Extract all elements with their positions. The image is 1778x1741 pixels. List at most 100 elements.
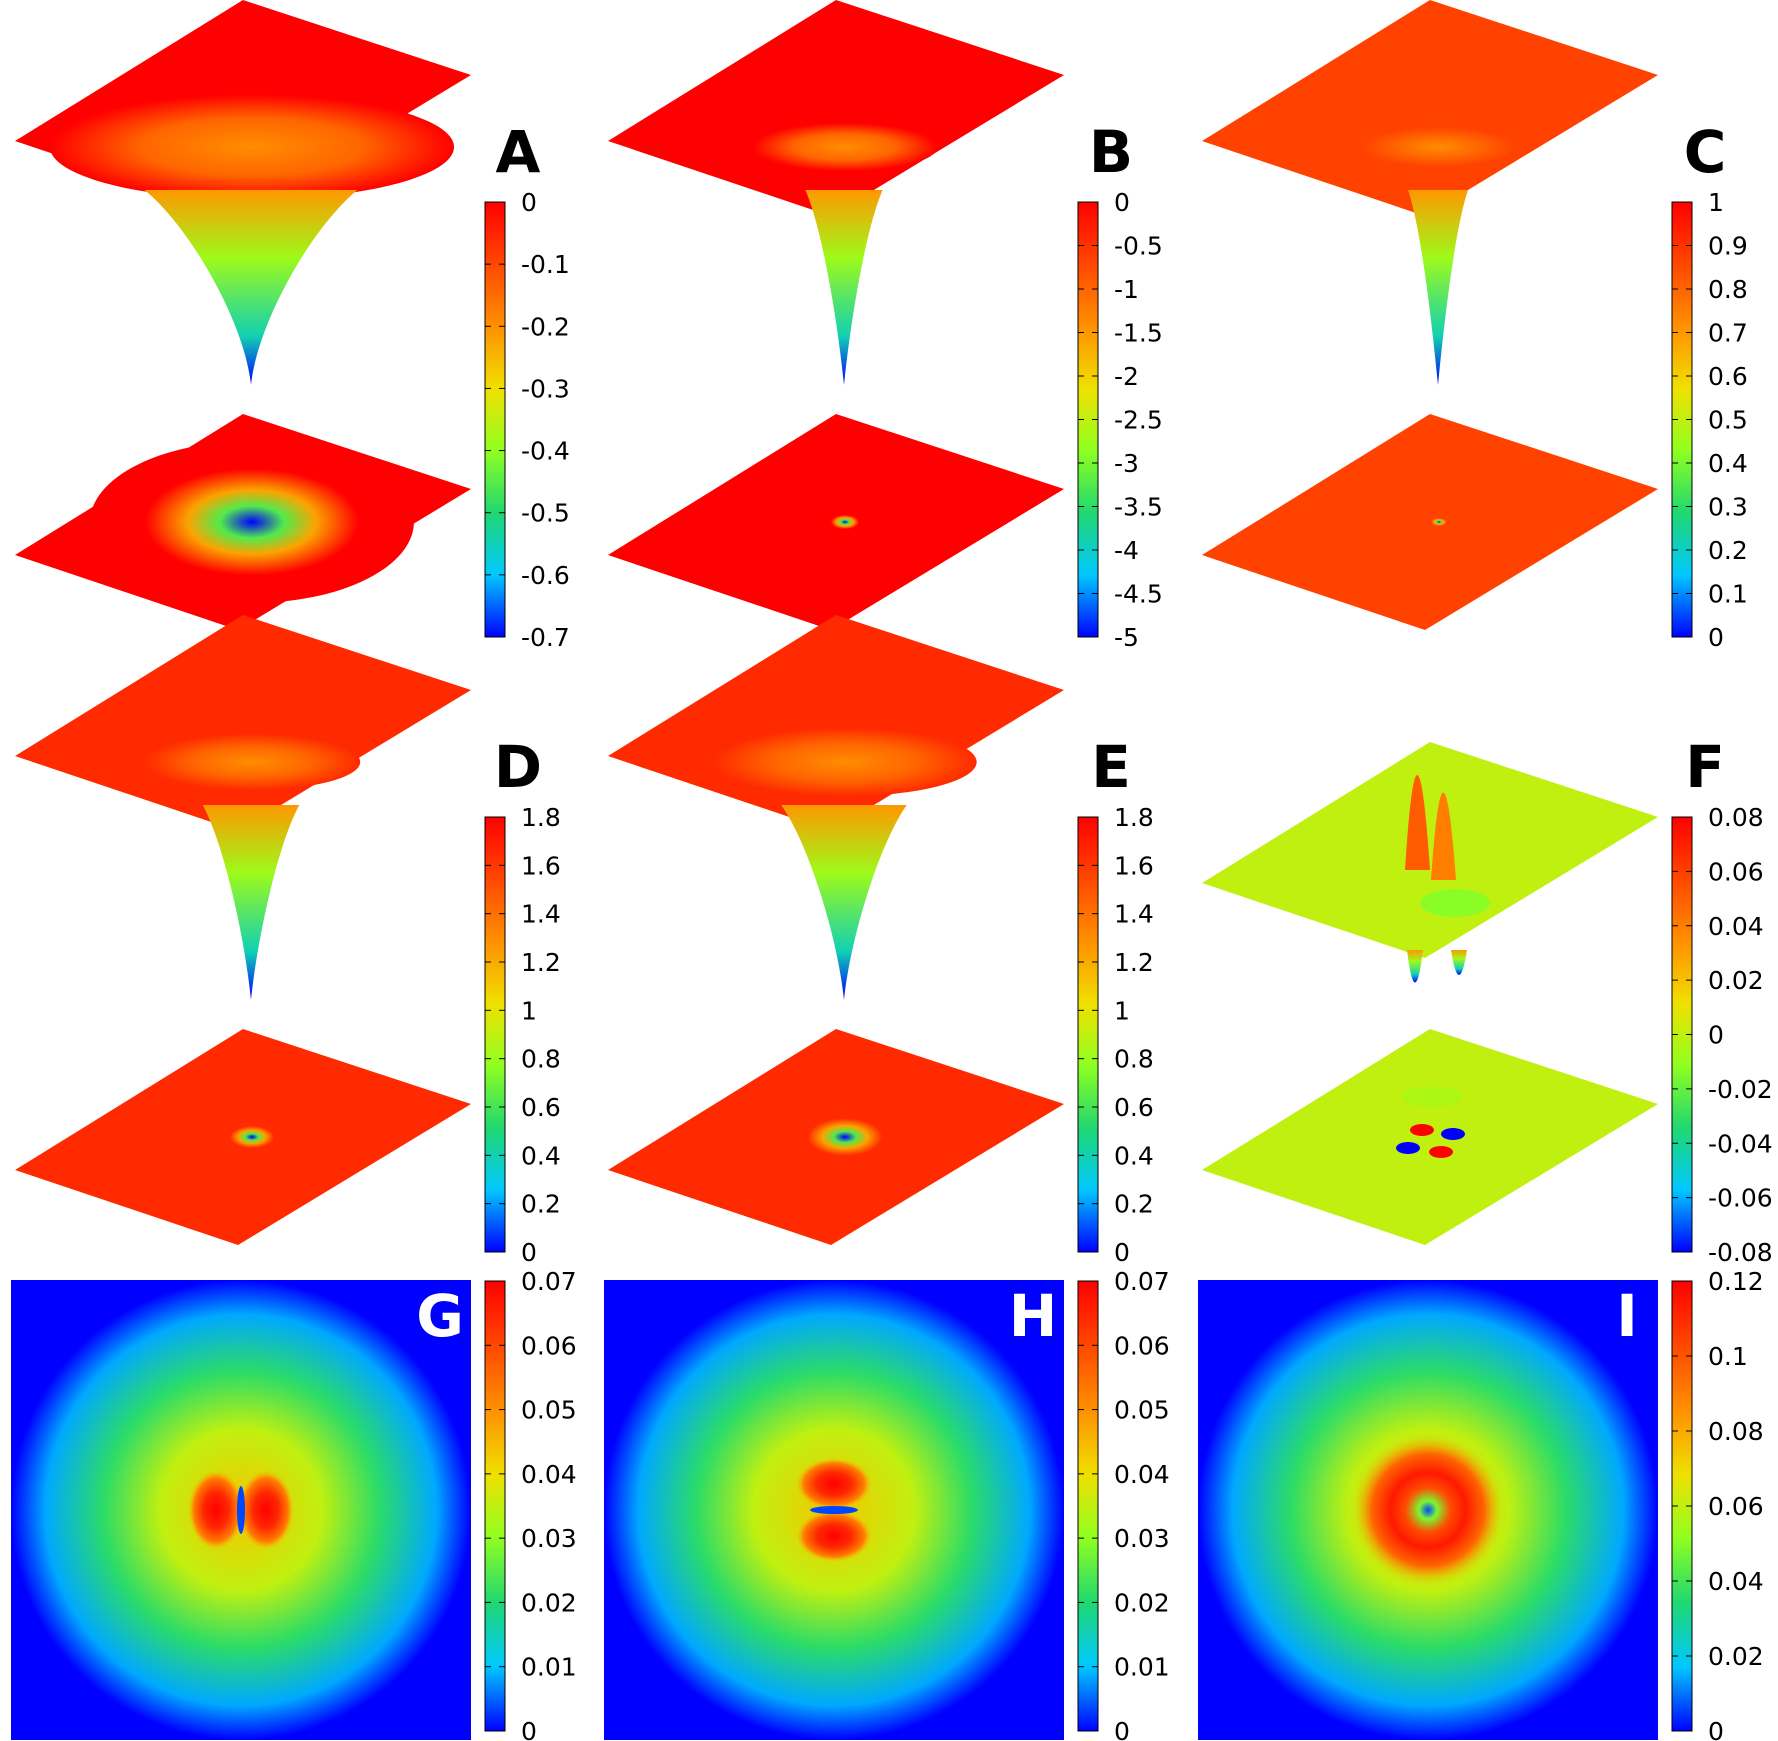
map-well-spot bbox=[1394, 499, 1484, 545]
panel-i bbox=[1198, 1280, 1658, 1740]
colorbar-tick-label: -0.08 bbox=[1708, 1238, 1773, 1267]
map-extremum-spot bbox=[1396, 1142, 1420, 1154]
projected-map bbox=[1202, 1029, 1658, 1245]
colorbar-tick-label: 1.8 bbox=[1114, 803, 1154, 832]
panel-label-b: B bbox=[1089, 118, 1133, 186]
colorbar-tick-label: -5 bbox=[1114, 623, 1139, 652]
colorbar-tick-label: 0.08 bbox=[1708, 803, 1764, 832]
map-well-spot bbox=[749, 1089, 941, 1185]
map-extremum-spot bbox=[1429, 1146, 1453, 1158]
colorbar-tick-label: -4.5 bbox=[1114, 580, 1163, 609]
colorbar-tick-label: 1.8 bbox=[521, 803, 561, 832]
colorbar-tick-label: -3.5 bbox=[1114, 493, 1163, 522]
colorbar-tick-label: 0.9 bbox=[1708, 232, 1748, 261]
colorbar-gradient bbox=[484, 201, 506, 638]
colorbar-tick-label: 0.4 bbox=[521, 1141, 561, 1170]
colorbar-tick-label: 0.03 bbox=[521, 1524, 577, 1553]
panel-a-colorbar: 0 -0.1 -0.2 -0.3 -0.4 -0.5 -0.6 -0.7 bbox=[484, 188, 570, 652]
colorbar-tick-label: 0 bbox=[1114, 188, 1130, 217]
panel-label-c: C bbox=[1684, 118, 1727, 186]
panel-d bbox=[15, 615, 471, 1245]
colorbar-tick-label: 0.04 bbox=[1708, 912, 1764, 941]
colorbar-tick-label: -2.5 bbox=[1114, 406, 1163, 435]
surface-well bbox=[805, 190, 883, 385]
heatmap-lobe bbox=[796, 1458, 872, 1510]
panel-label-a: A bbox=[496, 118, 541, 186]
panel-h bbox=[604, 1280, 1064, 1740]
panel-e bbox=[608, 615, 1064, 1245]
colorbar-tick-label: 0.1 bbox=[1708, 1342, 1748, 1371]
panel-c bbox=[1202, 0, 1658, 630]
panel-g bbox=[11, 1280, 471, 1740]
colorbar-tick-label: 0.5 bbox=[1708, 406, 1748, 435]
map-lobe bbox=[1402, 1087, 1462, 1107]
surface-well bbox=[202, 805, 300, 1000]
panel-h-colorbar: 0.07 0.06 0.05 0.04 0.03 0.02 0.01 0 bbox=[1077, 1267, 1170, 1741]
surface-dish bbox=[713, 727, 977, 797]
colorbar-tick-label: -0.3 bbox=[521, 374, 570, 403]
colorbar-tick-label: -3 bbox=[1114, 449, 1139, 478]
colorbar-tick-label: 0.4 bbox=[1708, 449, 1748, 478]
colorbar-tick-label: 0.05 bbox=[521, 1396, 577, 1425]
colorbar-tick-label: 0.06 bbox=[1708, 857, 1764, 886]
colorbar-tick-label: 0.01 bbox=[521, 1653, 577, 1682]
colorbar-tick-label: 0.05 bbox=[1114, 1396, 1170, 1425]
colorbar-tick-label: 0.2 bbox=[1114, 1190, 1154, 1219]
colorbar-tick-label: 0.07 bbox=[521, 1267, 577, 1296]
colorbar-tick-label: 0.02 bbox=[1114, 1588, 1170, 1617]
panel-label-i: I bbox=[1616, 1282, 1638, 1350]
colorbar-tick-label: 0.02 bbox=[521, 1588, 577, 1617]
colorbar-tick-label: 0.08 bbox=[1708, 1417, 1764, 1446]
surface-dish bbox=[49, 94, 455, 200]
colorbar-tick-label: 0.7 bbox=[1708, 319, 1748, 348]
colorbar-tick-label: 0.02 bbox=[1708, 966, 1764, 995]
surface-dish bbox=[1362, 127, 1516, 167]
colorbar-tick-label: -0.6 bbox=[521, 561, 570, 590]
colorbar-tick-label: 1 bbox=[521, 996, 537, 1025]
heatmap-lobe bbox=[188, 1470, 244, 1550]
colorbar-tick-label: 0 bbox=[1708, 1717, 1724, 1741]
colorbar-gradient bbox=[1077, 1280, 1099, 1732]
colorbar-tick-label: 0.04 bbox=[1114, 1460, 1170, 1489]
map-extremum-spot bbox=[1410, 1124, 1434, 1136]
colorbar-tick-label: -0.7 bbox=[521, 623, 570, 652]
colorbar-tick-label: -0.06 bbox=[1708, 1184, 1773, 1213]
panel-label-d: D bbox=[494, 733, 542, 801]
colorbar-tick-label: 1.2 bbox=[1114, 948, 1154, 977]
colorbar-tick-label: -1.5 bbox=[1114, 319, 1163, 348]
colorbar-tick-label: -0.04 bbox=[1708, 1129, 1773, 1158]
map-well-spot bbox=[786, 492, 904, 552]
colorbar-tick-label: 0.06 bbox=[1114, 1331, 1170, 1360]
colorbar-tick-label: 1.4 bbox=[1114, 900, 1154, 929]
colorbar-tick-label: 0 bbox=[1708, 1021, 1724, 1050]
colorbar-tick-label: 0.8 bbox=[1114, 1045, 1154, 1074]
colorbar-tick-label: 0.8 bbox=[1708, 275, 1748, 304]
colorbar-tick-label: -1 bbox=[1114, 275, 1139, 304]
surface-dish bbox=[143, 733, 361, 791]
surface-plane bbox=[608, 0, 1064, 216]
surface-dip bbox=[1420, 889, 1490, 917]
surface-trough bbox=[1407, 950, 1423, 983]
surface-plane bbox=[1202, 742, 1658, 958]
heatmap-lobe bbox=[796, 1510, 872, 1562]
colorbar-tick-label: 0 bbox=[1114, 1238, 1130, 1267]
surface-peak bbox=[1431, 792, 1456, 880]
colorbar-tick-label: 1.2 bbox=[521, 948, 561, 977]
surface-well bbox=[144, 190, 358, 385]
colorbar-tick-label: -0.5 bbox=[521, 499, 570, 528]
colorbar-tick-label: 0.2 bbox=[1708, 536, 1748, 565]
panel-label-h: H bbox=[1009, 1282, 1058, 1350]
colorbar-tick-label: 0.3 bbox=[1708, 493, 1748, 522]
colorbar-tick-label: 0.6 bbox=[1708, 362, 1748, 391]
panel-a bbox=[15, 0, 471, 630]
colorbar-tick-label: 1 bbox=[1114, 996, 1130, 1025]
colorbar-tick-label: 1.4 bbox=[521, 900, 561, 929]
panel-b-colorbar: 0 -0.5 -1 -1.5 -2 -2.5 -3 -3.5 -4 -4.5 -5 bbox=[1077, 188, 1163, 652]
colorbar-tick-label: -0.2 bbox=[521, 312, 570, 341]
colorbar-tick-label: -0.1 bbox=[521, 250, 570, 279]
colorbar-gradient bbox=[484, 816, 506, 1253]
colorbar-tick-label: 0.1 bbox=[1708, 580, 1748, 609]
panel-label-e: E bbox=[1091, 733, 1131, 801]
colorbar-tick-label: 1.6 bbox=[521, 851, 561, 880]
